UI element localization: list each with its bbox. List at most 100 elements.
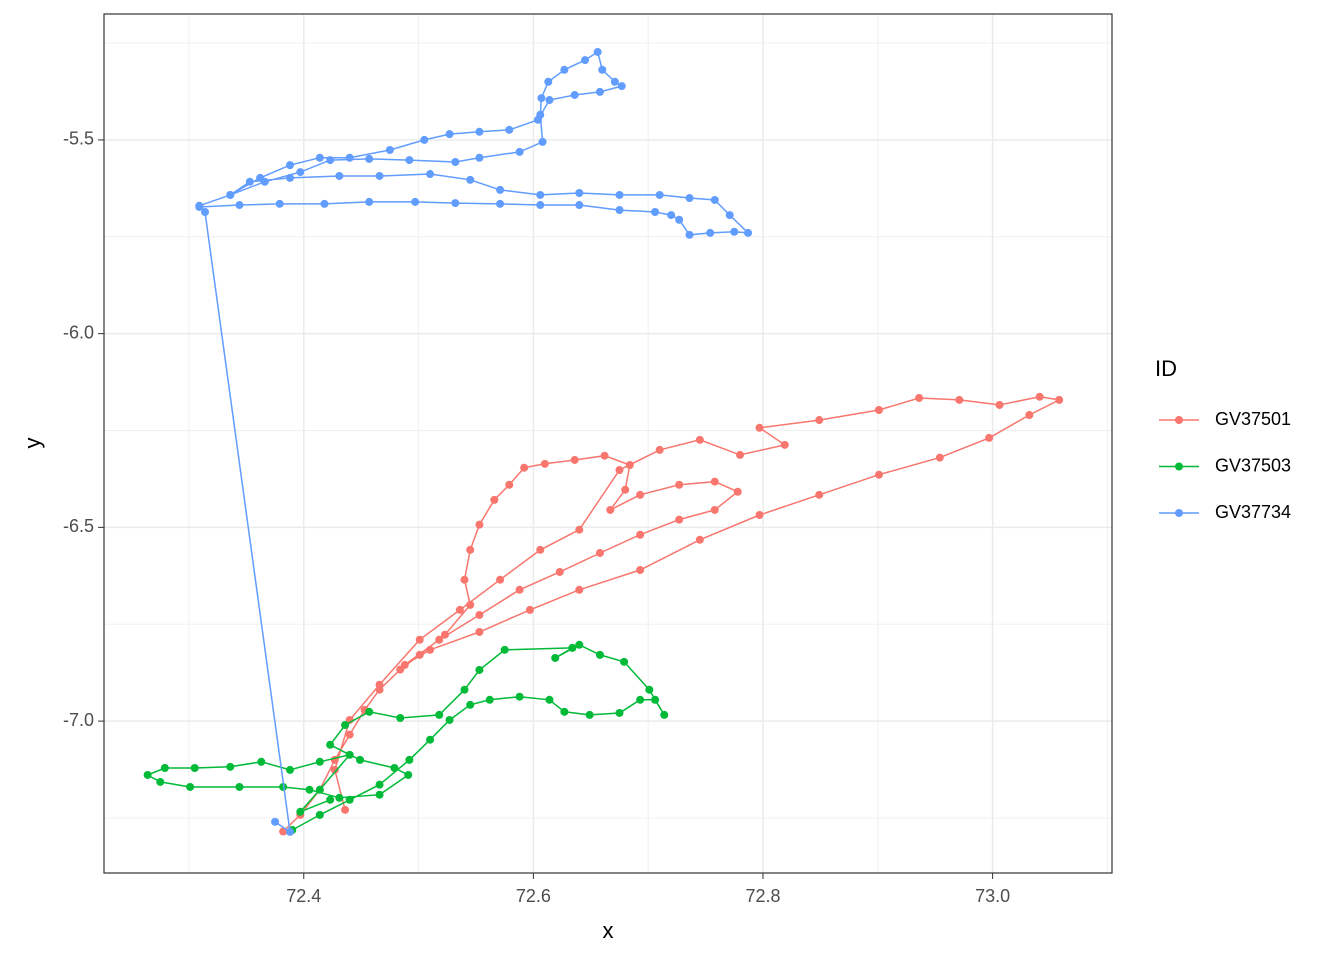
- track-point: [710, 505, 719, 514]
- legend-key-point: [1175, 509, 1183, 517]
- track-point: [575, 640, 584, 649]
- track-point: [475, 520, 484, 529]
- track-point: [426, 735, 435, 744]
- track-point: [420, 135, 429, 144]
- track-point: [536, 190, 545, 199]
- series: [195, 47, 753, 836]
- track-point: [435, 710, 444, 719]
- track-point: [995, 400, 1004, 409]
- track-point: [485, 695, 494, 704]
- track-point: [595, 548, 604, 557]
- track-point: [426, 170, 435, 179]
- track-point: [326, 795, 335, 804]
- track-point: [595, 650, 604, 659]
- track-point: [160, 763, 169, 772]
- track-point: [1055, 395, 1064, 404]
- track-point: [305, 785, 314, 794]
- track-point: [505, 125, 514, 134]
- track-point: [667, 211, 676, 220]
- track-point: [538, 137, 547, 146]
- track-point: [415, 635, 424, 644]
- series: [143, 640, 669, 834]
- y-tick-label: -6.5: [63, 516, 94, 536]
- track-point: [285, 161, 294, 170]
- track-point: [615, 190, 624, 199]
- track-point: [620, 657, 629, 666]
- track-point: [617, 82, 626, 91]
- track-point: [405, 755, 414, 764]
- track-point: [466, 600, 475, 609]
- track-point: [655, 190, 664, 199]
- track-point: [515, 585, 524, 594]
- x-axis-title: x: [603, 918, 614, 943]
- track-point: [606, 505, 615, 514]
- track-point: [675, 515, 684, 524]
- track-point: [296, 168, 305, 177]
- track-point: [235, 782, 244, 791]
- track-point: [636, 695, 645, 704]
- track-point: [625, 461, 634, 470]
- track-point: [1025, 411, 1034, 420]
- track-point: [226, 190, 235, 199]
- track-point: [496, 199, 505, 208]
- track-point: [271, 817, 280, 826]
- track-point: [345, 750, 354, 759]
- track-point: [621, 485, 630, 494]
- track-point: [315, 153, 324, 162]
- track-point: [505, 480, 514, 489]
- track-point: [451, 199, 460, 208]
- track-point: [955, 395, 964, 404]
- track-point: [256, 173, 265, 182]
- track-point: [365, 154, 374, 163]
- track-point: [985, 433, 994, 442]
- track-point: [615, 466, 624, 475]
- track-point: [568, 643, 577, 652]
- track-point: [551, 653, 560, 662]
- track-point: [575, 525, 584, 534]
- track-point: [725, 211, 734, 220]
- x-tick-label: 72.4: [286, 886, 321, 906]
- track-point: [445, 715, 454, 724]
- track-point: [593, 47, 602, 56]
- track-point: [651, 207, 660, 216]
- track-point: [598, 65, 607, 74]
- track-point: [525, 605, 534, 614]
- track-point: [296, 807, 305, 816]
- track-point: [285, 827, 294, 836]
- track-point: [695, 535, 704, 544]
- track-point: [315, 785, 324, 794]
- track-point: [404, 770, 413, 779]
- track-point: [636, 530, 645, 539]
- track-point: [466, 175, 475, 184]
- track-point: [615, 206, 624, 215]
- track-point: [615, 708, 624, 717]
- track-point: [460, 575, 469, 584]
- track-point: [706, 228, 715, 237]
- panel-border: [103, 13, 1113, 874]
- track-point: [570, 455, 579, 464]
- track-point: [780, 440, 789, 449]
- track-point: [545, 695, 554, 704]
- track-point: [396, 714, 405, 723]
- track-point: [415, 650, 424, 659]
- track-point: [710, 195, 719, 204]
- track-point: [375, 780, 384, 789]
- track-point: [675, 480, 684, 489]
- track-point: [575, 585, 584, 594]
- track-point: [755, 423, 764, 432]
- track-point: [575, 201, 584, 210]
- track-point: [733, 487, 742, 496]
- track-point: [915, 393, 924, 402]
- track-point: [411, 197, 420, 206]
- track-point: [326, 156, 335, 165]
- track-point: [341, 720, 350, 729]
- track-point: [460, 685, 469, 694]
- track-point: [1035, 392, 1044, 401]
- track-point: [544, 77, 553, 86]
- track-point: [874, 470, 883, 479]
- track-point: [320, 199, 329, 208]
- track-point: [226, 762, 235, 771]
- track-point: [815, 490, 824, 499]
- track-point: [675, 215, 684, 224]
- track-point: [490, 495, 499, 504]
